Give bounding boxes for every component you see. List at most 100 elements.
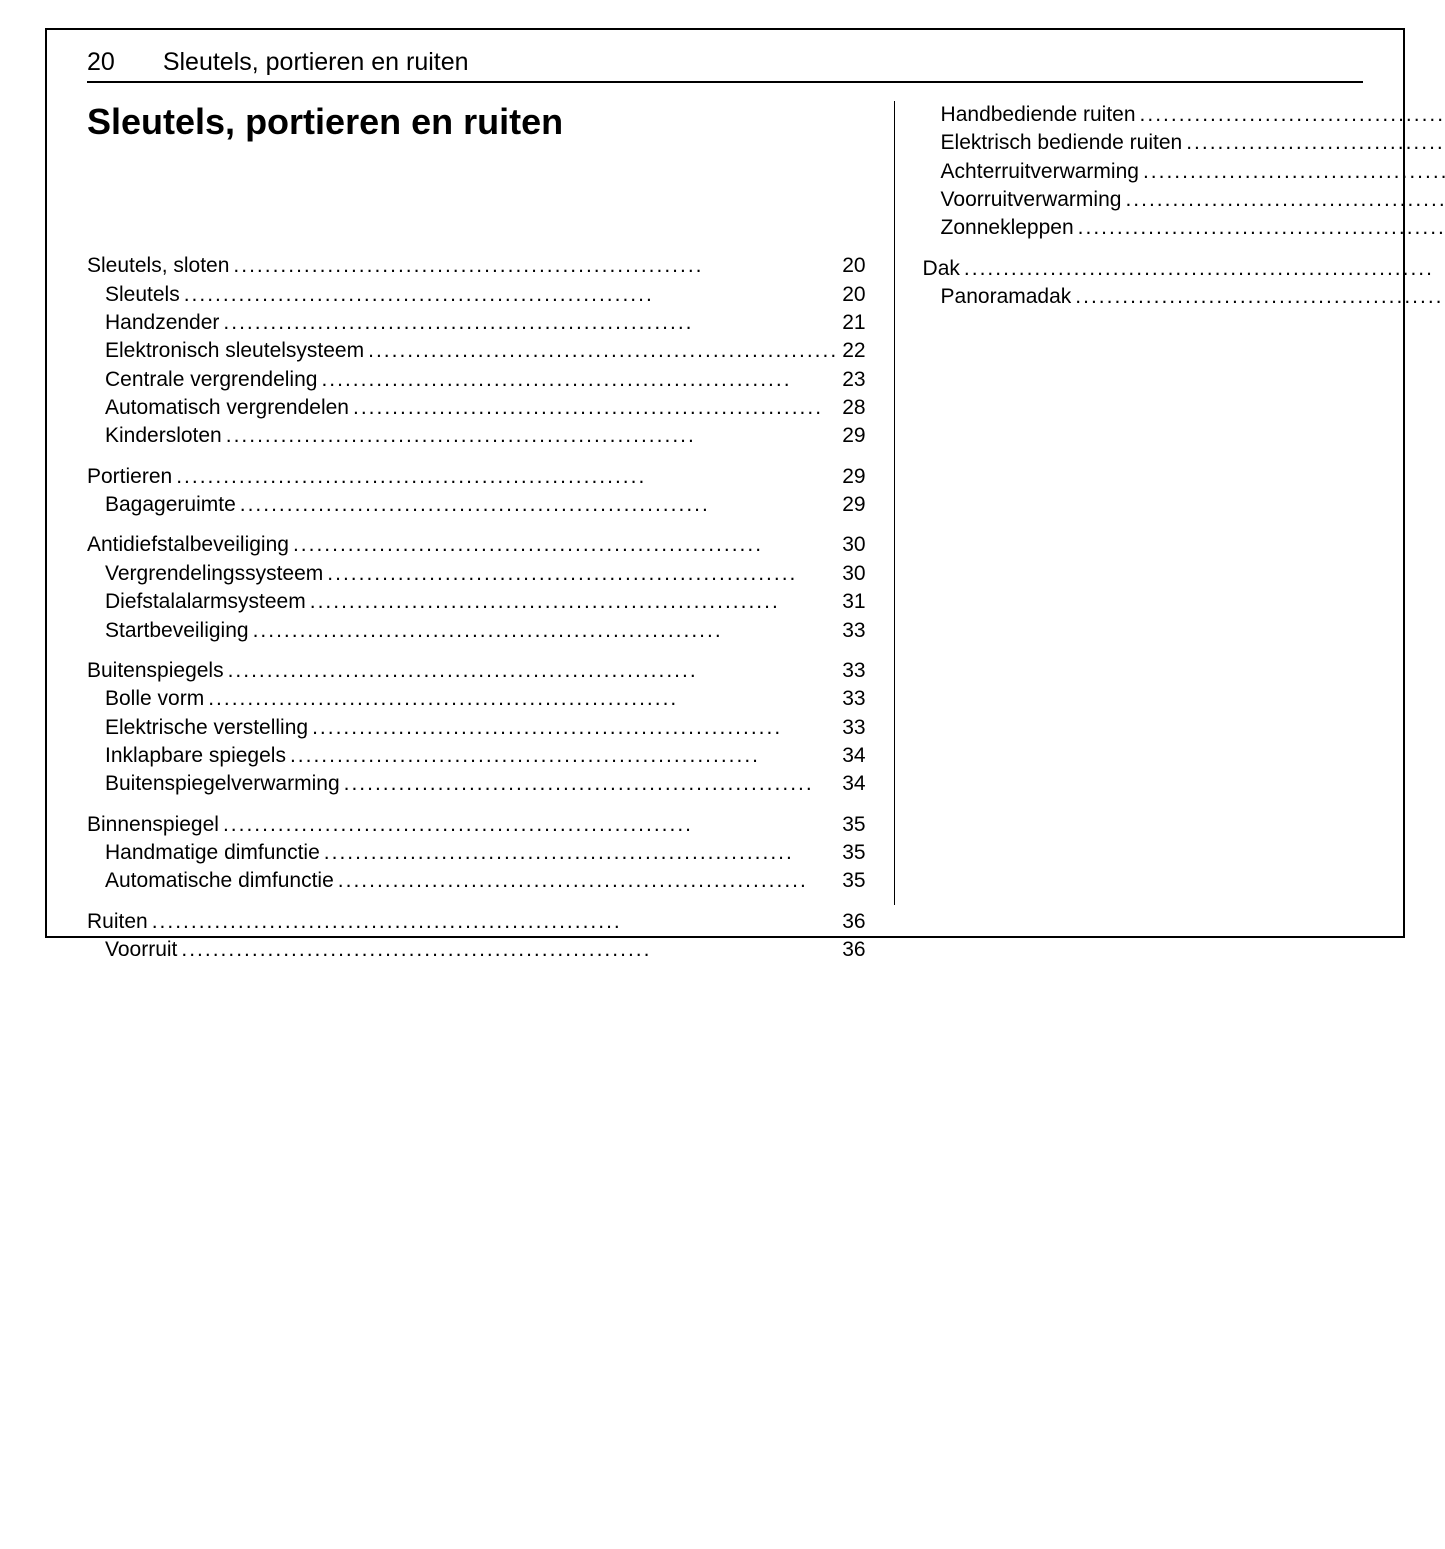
toc-entry: Zonnekleppen ...........................… — [923, 214, 1445, 242]
toc-leader-dots: ........................................… — [249, 617, 843, 645]
toc-label: Handmatige dimfunctie — [105, 839, 320, 867]
toc-leader-dots: ........................................… — [1074, 214, 1445, 242]
toc-leader-dots: ........................................… — [334, 867, 842, 895]
toc-label: Elektrisch bediende ruiten — [941, 129, 1183, 157]
toc-entry: Sleutels, sloten .......................… — [87, 252, 866, 280]
toc-leader-dots: ........................................… — [306, 588, 842, 616]
toc-leader-dots: ........................................… — [219, 309, 842, 337]
toc-leader-dots: ........................................… — [289, 531, 842, 559]
toc-leader-dots: ........................................… — [1136, 101, 1445, 129]
toc-entry: Automatische dimfunctie ................… — [87, 867, 866, 895]
toc-entry: Vergrendelingssysteem ..................… — [87, 560, 866, 588]
toc-leader-dots: ........................................… — [148, 908, 842, 936]
toc-leader-dots: ........................................… — [340, 770, 843, 798]
toc-label: Ruiten — [87, 908, 148, 936]
toc-page-number: 20 — [842, 252, 865, 280]
toc-leader-dots: ........................................… — [364, 337, 842, 365]
toc-leader-dots: ........................................… — [219, 811, 842, 839]
toc-page-number: 22 — [842, 337, 865, 365]
toc-label: Handbediende ruiten — [941, 101, 1136, 129]
toc-label: Achterruitverwarming — [941, 158, 1139, 186]
toc-leader-dots: ........................................… — [320, 839, 842, 867]
toc-entry: Antidiefstalbeveiliging ................… — [87, 531, 866, 559]
toc-entry: Buitenspiegelverwarming ................… — [87, 770, 866, 798]
toc-page-number: 20 — [842, 281, 865, 309]
toc-entry: Kindersloten ...........................… — [87, 422, 866, 450]
toc-page-number: 30 — [842, 531, 865, 559]
toc-page-number: 29 — [842, 422, 865, 450]
toc-list-2: Handbediende ruiten ....................… — [923, 101, 1445, 311]
toc-entry: Startbeveiliging .......................… — [87, 617, 866, 645]
toc-page-number: 35 — [842, 839, 865, 867]
toc-entry: Panoramadak ............................… — [923, 283, 1445, 311]
toc-page-number: 28 — [842, 394, 865, 422]
toc-label: Panoramadak — [941, 283, 1072, 311]
toc-leader-dots: ........................................… — [236, 491, 842, 519]
toc-page-number: 34 — [842, 770, 865, 798]
toc-leader-dots: ........................................… — [286, 742, 842, 770]
toc-leader-dots: ........................................… — [349, 394, 842, 422]
toc-page-number: 23 — [842, 366, 865, 394]
toc-label: Dak — [923, 255, 960, 283]
toc-page-number: 31 — [842, 588, 865, 616]
toc-leader-dots: ........................................… — [1071, 283, 1445, 311]
toc-label: Buitenspiegels — [87, 657, 224, 685]
toc-label: Voorruit — [105, 936, 177, 964]
toc-leader-dots: ........................................… — [323, 560, 842, 588]
toc-entry: Achterruitverwarming ...................… — [923, 158, 1445, 186]
running-title: Sleutels, portieren en ruiten — [163, 48, 469, 77]
toc-entry: Binnenspiegel ..........................… — [87, 811, 866, 839]
toc-label: Binnenspiegel — [87, 811, 219, 839]
toc-label: Voorruitverwarming — [941, 186, 1122, 214]
toc-label: Automatische dimfunctie — [105, 867, 334, 895]
toc-label: Diefstalalarmsysteem — [105, 588, 306, 616]
toc-label: Portieren — [87, 463, 172, 491]
toc-entry: Inklapbare spiegels ....................… — [87, 742, 866, 770]
toc-entry: Ruiten .................................… — [87, 908, 866, 936]
toc-label: Centrale vergrendeling — [105, 366, 317, 394]
toc-list-1: Sleutels, sloten .......................… — [87, 252, 866, 964]
toc-label: Antidiefstalbeveiliging — [87, 531, 289, 559]
chapter-title: Sleutels, portieren en ruiten — [87, 101, 866, 142]
toc-entry: Bagageruimte ...........................… — [87, 491, 866, 519]
toc-page-number: 30 — [842, 560, 865, 588]
toc-label: Kindersloten — [105, 422, 222, 450]
toc-entry: Elektronisch sleutelsysteem ............… — [87, 337, 866, 365]
toc-page-number: 29 — [842, 463, 865, 491]
toc-label: Handzender — [105, 309, 219, 337]
toc-entry: Dak ....................................… — [923, 255, 1445, 283]
toc-label: Bolle vorm — [105, 685, 204, 713]
toc-entry: Buitenspiegels .........................… — [87, 657, 866, 685]
toc-page-number: 33 — [842, 657, 865, 685]
toc-page-number: 33 — [842, 685, 865, 713]
toc-entry: Elektrische verstelling ................… — [87, 714, 866, 742]
toc-label: Buitenspiegelverwarming — [105, 770, 340, 798]
column-container: Sleutels, portieren en ruiten Sleutels, … — [87, 101, 1363, 905]
toc-entry: Centrale vergrendeling .................… — [87, 366, 866, 394]
toc-leader-dots: ........................................… — [308, 714, 842, 742]
toc-page-number: 34 — [842, 742, 865, 770]
toc-label: Sleutels — [105, 281, 180, 309]
toc-label: Sleutels, sloten — [87, 252, 229, 280]
toc-leader-dots: ........................................… — [960, 255, 1445, 283]
toc-label: Startbeveiliging — [105, 617, 249, 645]
toc-label: Zonnekleppen — [941, 214, 1074, 242]
toc-label: Inklapbare spiegels — [105, 742, 286, 770]
toc-label: Elektrische verstelling — [105, 714, 308, 742]
toc-leader-dots: ........................................… — [1139, 158, 1445, 186]
toc-entry: Voorruit ...............................… — [87, 936, 866, 964]
manual-page: 20 Sleutels, portieren en ruiten Sleutel… — [45, 28, 1405, 938]
toc-label: Vergrendelingssysteem — [105, 560, 323, 588]
toc-page-number: 29 — [842, 491, 865, 519]
toc-entry: Handbediende ruiten ....................… — [923, 101, 1445, 129]
toc-leader-dots: ........................................… — [177, 936, 842, 964]
toc-page-number: 36 — [842, 936, 865, 964]
toc-leader-dots: ........................................… — [180, 281, 842, 309]
toc-entry: Handzender .............................… — [87, 309, 866, 337]
toc-leader-dots: ........................................… — [222, 422, 842, 450]
toc-entry: Bolle vorm .............................… — [87, 685, 866, 713]
toc-page-number: 36 — [842, 908, 865, 936]
toc-label: Automatisch vergrendelen — [105, 394, 349, 422]
toc-leader-dots: ........................................… — [229, 252, 842, 280]
page-number: 20 — [87, 48, 115, 77]
